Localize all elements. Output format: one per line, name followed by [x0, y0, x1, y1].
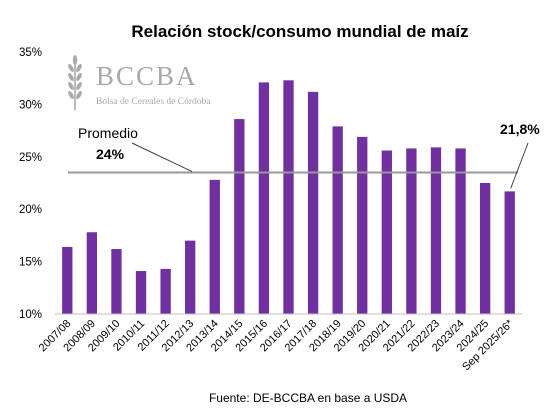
bar — [307, 91, 319, 314]
bar — [111, 249, 122, 314]
bar — [504, 191, 515, 314]
source-note: Fuente: DE-BCCBA en base a USDA — [209, 391, 407, 405]
logo: BCCBA Bolsa de Cereales de Córdoba — [68, 55, 211, 110]
bar — [357, 136, 368, 314]
y-tick-label: 20% — [19, 204, 42, 216]
chart-title: Relación stock/consumo mundial de maíz — [131, 22, 468, 41]
last-value-pointer-line — [510, 142, 529, 189]
bar — [62, 246, 73, 314]
y-tick-label: 15% — [19, 257, 42, 269]
bar — [430, 147, 442, 314]
logo-subtitle: Bolsa de Cereales de Córdoba — [96, 97, 211, 107]
bar — [86, 232, 98, 314]
average-pointer-line — [131, 142, 193, 172]
wheat-icon — [68, 55, 82, 110]
x-axis: 2007/082008/092009/102010/112011/122012/… — [37, 317, 517, 373]
bar — [160, 268, 171, 314]
bars — [62, 80, 515, 315]
bar — [185, 240, 196, 314]
average-value-label: 24% — [96, 146, 125, 162]
last-value-label: 21,8% — [500, 121, 540, 137]
y-tick-label: 10% — [19, 309, 42, 321]
bar — [258, 82, 270, 314]
average-label: Promedio — [78, 125, 138, 141]
bar — [209, 179, 220, 314]
bar — [455, 148, 466, 314]
bar — [135, 271, 147, 314]
y-tick-label: 35% — [19, 47, 42, 59]
logo-name: BCCBA — [96, 61, 198, 91]
bar — [406, 148, 417, 314]
bar — [234, 119, 245, 315]
y-tick-label: 30% — [19, 99, 42, 111]
bar — [381, 150, 392, 314]
bar — [479, 183, 491, 314]
bar — [283, 80, 294, 315]
bar — [332, 126, 343, 315]
y-tick-label: 25% — [19, 152, 42, 164]
y-axis: 10% 15% 20% 25% 30% 35% — [19, 47, 42, 321]
